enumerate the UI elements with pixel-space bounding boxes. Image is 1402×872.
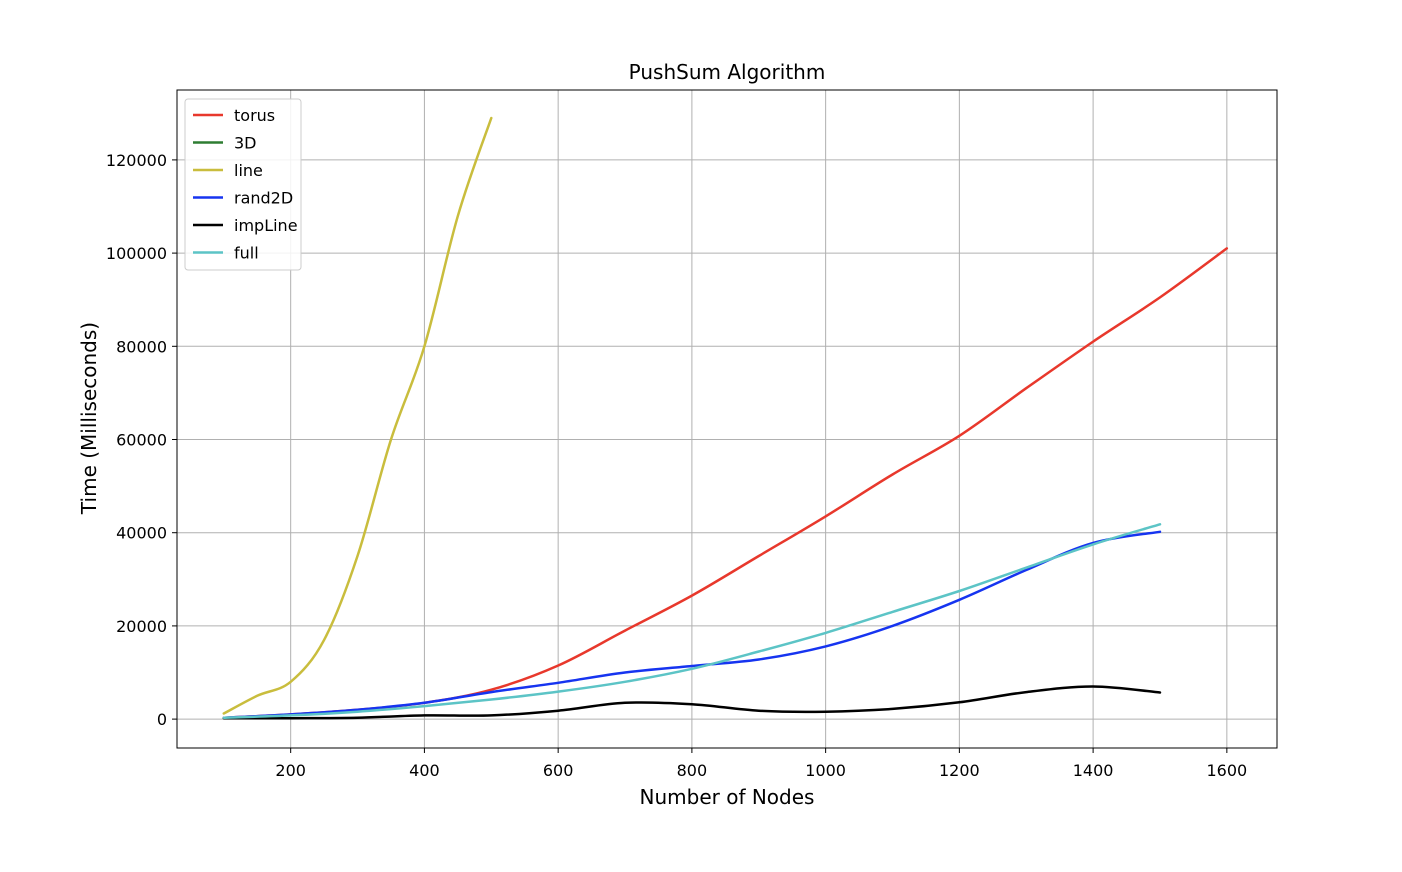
series-line-full xyxy=(222,523,1162,719)
y-tick-label: 0 xyxy=(157,710,167,729)
x-tick-label: 200 xyxy=(275,761,306,780)
x-tick-label: 1600 xyxy=(1206,761,1247,780)
x-tick-label: 1000 xyxy=(805,761,846,780)
series-line-impline xyxy=(222,685,1162,720)
x-tick-label: 1400 xyxy=(1073,761,1114,780)
x-axis-title: Number of Nodes xyxy=(640,785,815,809)
legend-label-3d: 3D xyxy=(234,134,257,153)
axis-ticks: 200 400 600 800 1000 1200 1400 1600 0 20000 40000 6… xyxy=(106,151,1247,780)
legend-label-full: full xyxy=(234,244,259,263)
x-tick-label: 800 xyxy=(677,761,708,780)
legend-label-impline: impLine xyxy=(234,216,298,235)
x-tick-label: 1200 xyxy=(939,761,980,780)
legend-label-line: line xyxy=(234,161,263,180)
legend-label-torus: torus xyxy=(234,106,275,125)
plot-frame xyxy=(176,89,1278,749)
y-tick-label: 20000 xyxy=(116,617,167,636)
y-tick-label: 40000 xyxy=(116,524,167,543)
y-axis-title: Time (Milliseconds) xyxy=(77,322,101,515)
y-tick-label: 80000 xyxy=(116,337,167,356)
y-tick-label: 60000 xyxy=(116,431,167,450)
plot-series xyxy=(222,116,1229,720)
y-tick-label: 120000 xyxy=(106,151,167,170)
y-tick-label: 100000 xyxy=(106,244,167,263)
chart-legend: torus 3D line rand2D impLine full xyxy=(184,98,302,271)
grid-lines xyxy=(177,90,1277,748)
x-tick-label: 400 xyxy=(409,761,440,780)
x-tick-label: 600 xyxy=(543,761,574,780)
series-line-rand2d xyxy=(222,530,1162,719)
series-line-line xyxy=(222,116,493,715)
legend-label-rand2d: rand2D xyxy=(234,189,293,208)
chart-title: PushSum Algorithm xyxy=(629,60,826,84)
